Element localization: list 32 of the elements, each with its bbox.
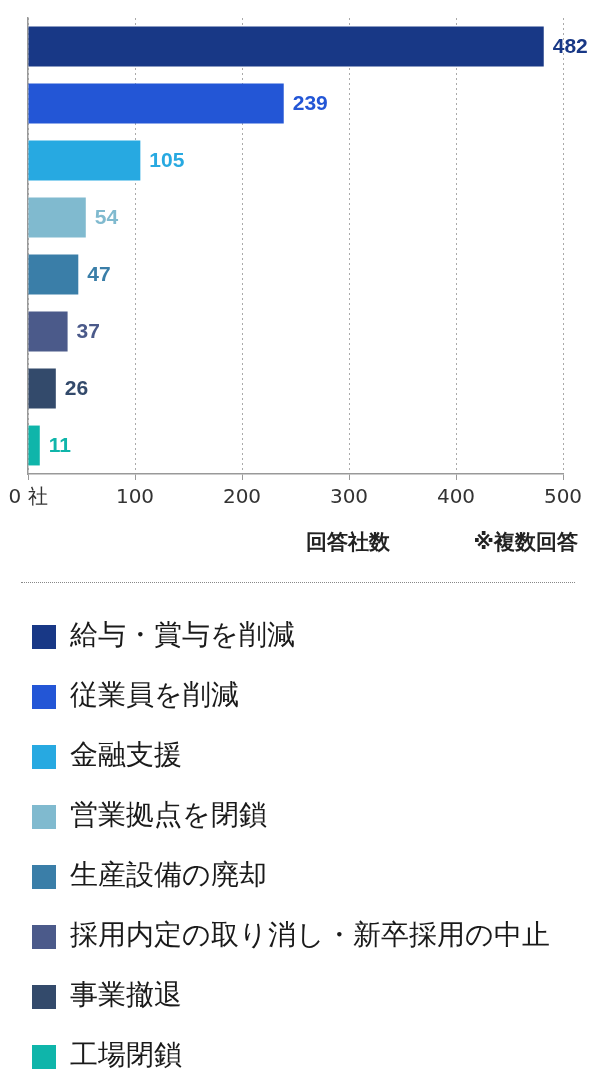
legend-label: 給与・賞与を削減 [69, 618, 295, 652]
bar [28, 83, 284, 124]
legend-label: 工場閉鎖 [70, 1038, 182, 1072]
data-label: 47 [87, 262, 111, 286]
data-label: 54 [94, 205, 119, 229]
bar [28, 197, 86, 238]
text: ※複数回答 [473, 530, 578, 555]
x-tick-label: 400 [436, 484, 476, 509]
data-label: 482 [552, 34, 588, 58]
x-axis-title: 回答社数 [306, 530, 391, 555]
x-tick-label: 0 社 [8, 484, 48, 509]
legend-label: 事業撤退 [70, 978, 182, 1012]
bar [28, 26, 544, 67]
bar [28, 425, 40, 466]
data-label: 26 [64, 376, 89, 400]
bar [28, 311, 68, 352]
legend-label: 生産設備の廃却 [70, 858, 267, 892]
x-tick-label: 100 [115, 484, 155, 509]
x-tick-label: 200 [222, 484, 262, 509]
data-label: 105 [149, 148, 185, 172]
x-tick-label: 500 [543, 484, 583, 509]
data-label: 11 [48, 433, 72, 457]
data-label: 37 [76, 319, 100, 343]
legend-label: 金融支援 [70, 738, 182, 772]
data-label: 239 [292, 91, 328, 115]
legend-label: 営業拠点を閉鎖 [70, 798, 267, 832]
legend-label: 従業員を削減 [70, 678, 239, 712]
x-tick-label: 300 [329, 484, 369, 509]
bar [28, 140, 141, 181]
bar [28, 368, 56, 409]
bar [28, 254, 79, 295]
legend-label: 採用内定の取り消し・新卒採用の中止 [70, 918, 550, 952]
